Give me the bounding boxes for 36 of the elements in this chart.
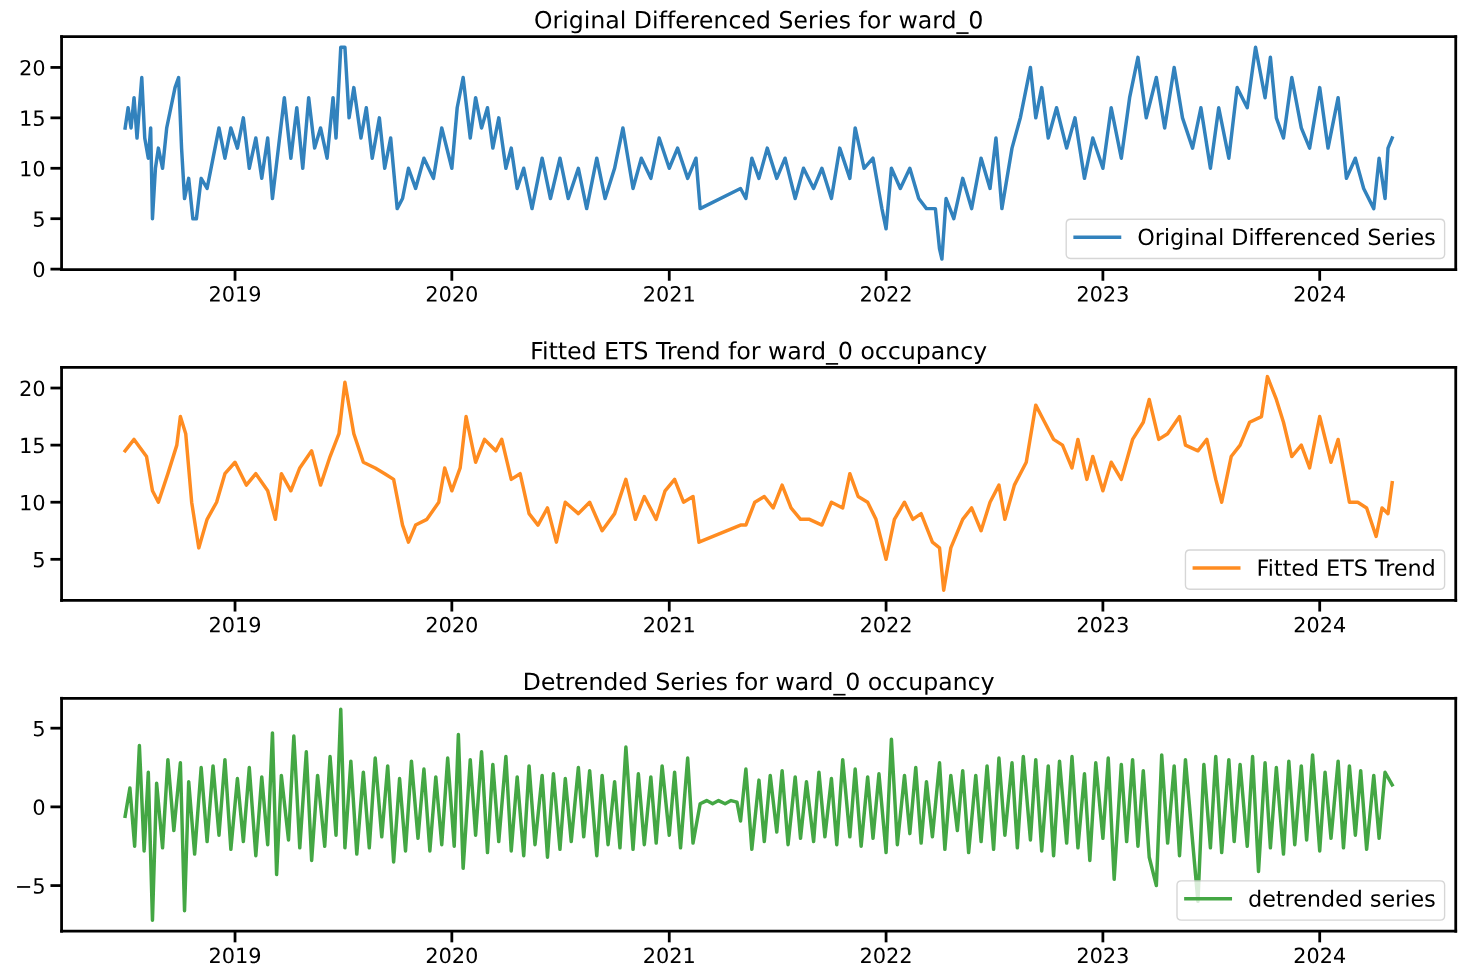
x-tick-label: 2020	[426, 947, 477, 964]
y-tick-label: 15	[21, 110, 44, 127]
y-tick-label: 20	[20, 59, 45, 76]
legend-label: detrended series	[1249, 889, 1435, 907]
y-tick-label: 20	[20, 380, 45, 397]
x-tick-label: 2023	[1077, 947, 1128, 964]
x-tick-label: 2019	[210, 947, 261, 964]
x-tick-label: 2020	[426, 285, 477, 302]
x-tick-label: 2022	[861, 285, 911, 302]
y-tick-label: 10	[21, 160, 45, 177]
y-tick-label: 10	[21, 494, 45, 511]
y-tick-label: 0	[33, 799, 45, 816]
x-tick-label: 2022	[861, 616, 911, 633]
x-tick-label: 2024	[1294, 616, 1346, 633]
x-tick-label: 2023	[1077, 616, 1128, 633]
x-tick-label: 2019	[210, 285, 261, 302]
chart-title: Detrended Series for ward_0 occupancy	[525, 671, 994, 696]
x-tick-label: 2020	[426, 616, 477, 633]
chart-title: Original Differenced Series for ward_0	[535, 10, 982, 34]
x-tick-label: 2019	[210, 616, 261, 633]
chart-title: Fitted ETS Trend for ward_0 occupancy	[532, 341, 987, 365]
y-tick-label: 5	[33, 211, 44, 227]
y-tick-label: 5	[33, 552, 44, 568]
x-tick-label: 2024	[1294, 285, 1346, 302]
x-tick-label: 2023	[1077, 285, 1128, 302]
y-tick-label: 5	[33, 720, 44, 737]
legend-label: Fitted ETS Trend	[1258, 558, 1434, 577]
y-tick-label: 15	[21, 437, 44, 454]
x-tick-label: 2021	[644, 616, 694, 633]
x-tick-label: 2021	[644, 947, 694, 964]
y-tick-label: −5	[17, 878, 44, 894]
x-tick-label: 2021	[644, 285, 694, 302]
y-tick-label: 0	[33, 261, 45, 278]
legend-label: Original Differenced Series	[1138, 228, 1435, 250]
x-tick-label: 2022	[861, 947, 911, 964]
x-tick-label: 2024	[1294, 947, 1346, 964]
